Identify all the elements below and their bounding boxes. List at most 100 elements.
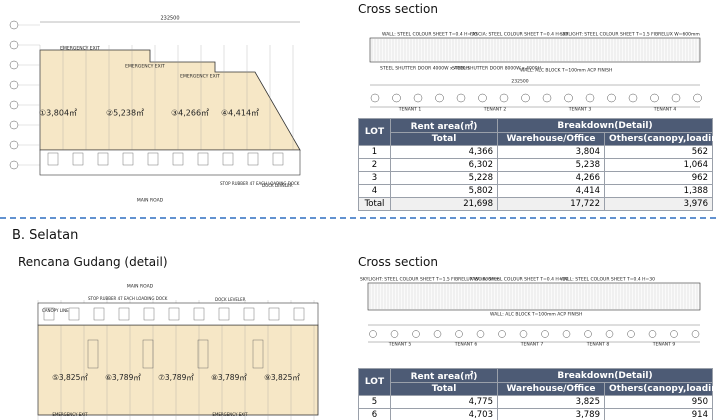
grid-bubble <box>392 93 401 103</box>
grid-bubble <box>9 60 19 70</box>
heading: B. Selatan <box>12 228 79 243</box>
cell: 1,064 <box>604 158 713 172</box>
grid-bubble <box>671 93 681 103</box>
label: EMERGENCY EXIT <box>212 412 248 417</box>
grid-bubble <box>562 330 571 338</box>
dock-bay <box>293 307 305 321</box>
cell: 4,366 <box>390 145 498 159</box>
label: SKYLIGHT: STEEL COLOUR SHEET T=1.5 FIBRE… <box>560 32 700 38</box>
label: 232500 <box>160 16 179 22</box>
dock-bay <box>122 152 134 166</box>
label: EMERGENCY EXIT <box>60 46 100 52</box>
grid-bubble <box>650 93 659 103</box>
title: Rencana Gudang (detail) <box>18 255 168 269</box>
shaft <box>142 339 154 369</box>
label: TENANT 3 <box>568 107 592 113</box>
building <box>37 324 319 416</box>
cell: LOT <box>358 118 391 146</box>
grid-bubble <box>476 330 485 338</box>
cell: 5 <box>358 395 391 409</box>
cell: Breakdown(Detail) <box>497 368 713 383</box>
label: STOP RUBBER 47 EACH LOADING DOCK <box>220 181 300 186</box>
row: 3 5,228 4,266 962 <box>358 171 713 185</box>
row: LOT Rent area(㎡) Breakdown(Detail) <box>358 368 713 396</box>
grid-bubble <box>691 330 700 338</box>
cell: 5,228 <box>390 171 498 185</box>
lot-label: ④4,414㎡ <box>221 109 259 118</box>
grid-bubble <box>456 93 466 103</box>
row: Total Warehouse/Office Others(canopy,loadi… <box>359 132 720 146</box>
grid-bubble <box>542 93 552 103</box>
table: LOT Rent area(㎡) Breakdown(Detail) Total War… <box>358 368 720 420</box>
label: TENANT 4 <box>653 107 677 113</box>
cell: 2 <box>358 158 391 172</box>
cell: Rent area(㎡) <box>390 118 498 133</box>
grid-bubble <box>627 330 635 338</box>
grid-bubble <box>478 93 487 103</box>
lot-label: ⑧3,789㎡ <box>211 373 247 382</box>
dock-bay <box>97 152 109 166</box>
grid-bubble <box>412 330 420 338</box>
cell: 1,388 <box>604 184 713 198</box>
row: Total Warehouse/Office Others(canopy,loadi… <box>359 382 720 396</box>
label: FASCIA: STEEL COLOUR SHEET T=0.4 H=30 <box>470 32 568 38</box>
label: TENANT 8 <box>586 342 610 348</box>
grid-bubble <box>670 330 678 338</box>
grid-bubble <box>9 140 19 150</box>
cell: Others(canopy,loading) <box>604 382 720 396</box>
label: FASCIA: STEEL COLOUR SHEET T=0.4 H=30 <box>470 277 568 283</box>
cell: Total <box>390 382 498 396</box>
cell: 3,976 <box>604 197 713 211</box>
grid-bubble <box>628 93 638 103</box>
grid-bubble <box>648 330 657 338</box>
label: MAIN ROAD <box>127 284 154 290</box>
cell: 4,703 <box>390 408 498 420</box>
cell: 3,825 <box>497 395 605 409</box>
label: DOCK LEVELER <box>262 183 293 188</box>
row: 5 4,775 3,825 950 <box>358 395 713 409</box>
cell: Total <box>390 132 498 146</box>
grid-bubble <box>9 100 19 110</box>
dock-bay <box>172 152 184 166</box>
section <box>367 282 701 311</box>
label: DOCK LEVELER <box>215 297 246 302</box>
cell: 4 <box>358 184 391 198</box>
cell: 6 <box>358 408 391 420</box>
lot-label: ⑨3,825㎡ <box>264 373 300 382</box>
dock-bay <box>222 152 234 166</box>
table: LOT Rent area(㎡) Breakdown(Detail) Total War… <box>358 118 720 211</box>
dock-bay <box>43 307 55 321</box>
cell: 5,238 <box>497 158 605 172</box>
dock-bay <box>147 152 159 166</box>
title: Cross section <box>358 2 438 16</box>
label: TENANT 9 <box>652 342 676 348</box>
label: EMERGENCY EXIT <box>180 74 220 80</box>
grid-bubble <box>564 93 573 103</box>
lot-label: ③4,266㎡ <box>171 109 209 118</box>
label: TENANT 1 <box>398 107 422 113</box>
cell: 3,789 <box>497 408 605 420</box>
row: 4 5,802 4,414 1,388 <box>358 184 713 198</box>
grid-bubble <box>541 330 549 338</box>
grid-bubble <box>499 93 509 103</box>
dock-bay <box>93 307 105 321</box>
cell: 21,698 <box>390 197 498 211</box>
grid-bubble <box>498 330 506 338</box>
row: Total 21,698 17,722 3,976 <box>358 197 713 211</box>
cell: LOT <box>358 368 391 396</box>
dock-bay <box>247 152 259 166</box>
cell: Warehouse/Office <box>497 132 605 146</box>
cell: 3 <box>358 171 391 185</box>
grid-bubble <box>413 93 423 103</box>
grid-bubble <box>455 330 463 338</box>
grid-bubble <box>9 40 19 50</box>
grid-bubble <box>693 93 702 103</box>
label: EMERGENCY EXIT <box>125 64 165 70</box>
row: 2 6,302 5,238 1,064 <box>358 158 713 172</box>
dock-bay <box>143 307 155 321</box>
cell: 1 <box>358 145 391 159</box>
cell: 562 <box>604 145 713 159</box>
label: WALL: ALC BLOCK T=100mm ACP FINISH <box>490 312 582 318</box>
